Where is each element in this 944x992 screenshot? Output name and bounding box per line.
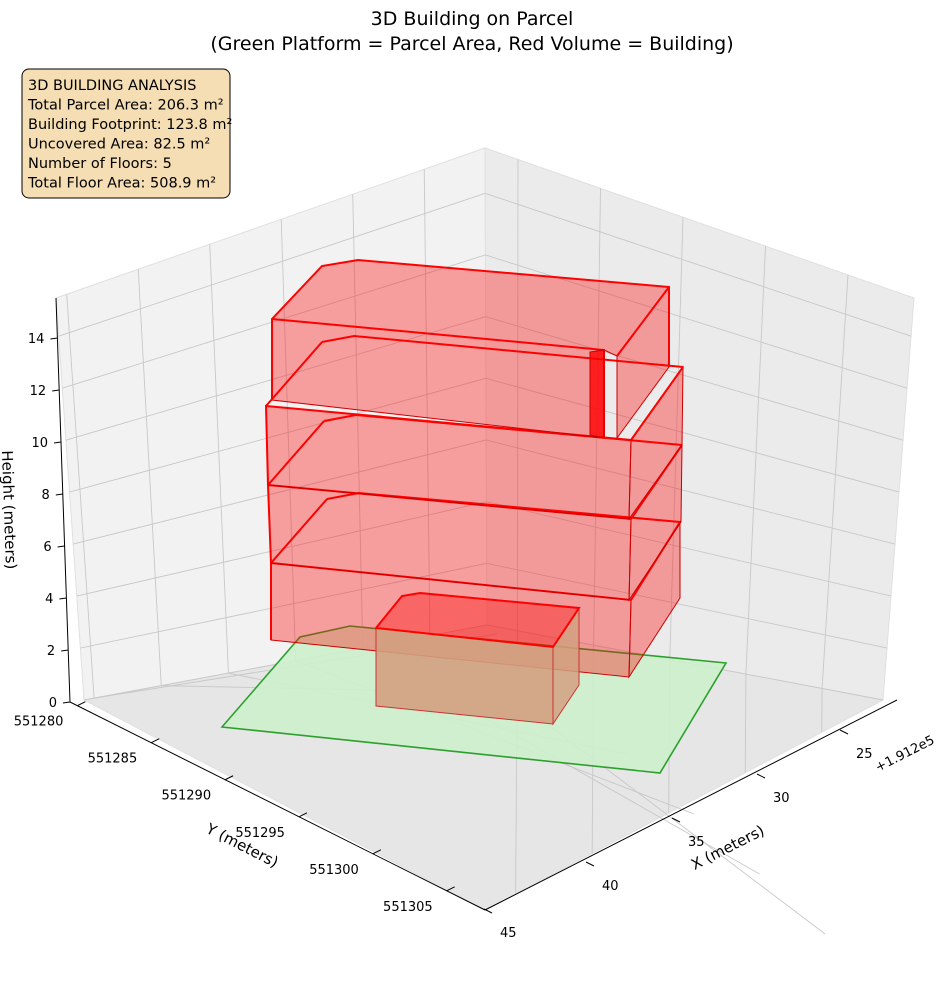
- y-tick-label: 551305: [383, 900, 433, 915]
- x-tick-mark: [671, 817, 681, 823]
- grid-line-x-wall: [669, 217, 684, 660]
- grid-line-z-left: [76, 501, 487, 597]
- info-box-background: [21, 68, 231, 199]
- x-tick-mark: [756, 773, 766, 779]
- x-tick-label: 45: [500, 926, 517, 941]
- info-heading: 3D BUILDING ANALYSIS: [28, 78, 196, 94]
- y-tick-mark: [224, 775, 234, 781]
- grid-line-z-right: [485, 316, 904, 441]
- y-tick-mark: [77, 701, 86, 707]
- info-parcel-area: Total Parcel Area: 206.3 m²: [27, 98, 224, 114]
- axis-ticks: 0 2 4 6 8 10 12 14 551280 551285 551290 551295 55130…: [14, 332, 873, 941]
- floor-top-edge: [265, 341, 323, 407]
- top-floor-pillar: [589, 349, 605, 439]
- grid-line-y-wall: [137, 269, 162, 686]
- grid-line-z-left: [58, 192, 486, 337]
- chart-title-line1: 3D Building on Parcel: [371, 8, 574, 30]
- grid-line-z-left: [62, 254, 486, 389]
- y-tick-label: 551280: [14, 715, 64, 730]
- info-box: 3D BUILDING ANALYSIS Total Parcel Area: …: [21, 68, 232, 199]
- y-tick-label: 551290: [161, 789, 211, 804]
- x-tick-label: 30: [773, 791, 790, 806]
- building-volume: [264, 258, 684, 726]
- grid-line-y-wall: [66, 294, 95, 699]
- y-tick-label: 551285: [88, 752, 138, 767]
- grid-line-x-wall: [745, 246, 766, 675]
- grid-line-x-wall: [517, 159, 519, 631]
- y-tick-label: 551300: [309, 863, 359, 878]
- floor-top-edge: [321, 334, 684, 368]
- z-tick-mark: [55, 493, 63, 496]
- z-tick-label: 10: [31, 436, 48, 451]
- z-tick-mark: [61, 649, 69, 652]
- z-axis-line: [55, 297, 71, 703]
- grid-line-z-right: [486, 562, 888, 649]
- top-floor-outline: [271, 258, 670, 400]
- grid-line-z-right: [485, 192, 912, 337]
- x-tick-mark: [585, 861, 595, 867]
- grid-line-x-wall: [821, 274, 849, 689]
- z-tick-label: 0: [49, 696, 57, 711]
- grid-line-z-left: [73, 439, 487, 545]
- grid-line-y-wall: [209, 244, 229, 674]
- x-tick-label: 40: [602, 879, 619, 894]
- z-tick-label: 14: [28, 332, 45, 347]
- top-floor-outline: [616, 286, 670, 357]
- z-tick-label: 8: [42, 488, 50, 503]
- grid-line-z-right: [485, 377, 900, 493]
- grid-line-z-left: [69, 377, 487, 493]
- x-offset-label: +1.912e5: [873, 733, 937, 776]
- info-footprint: Building Footprint: 123.8 m²: [28, 117, 232, 133]
- grid-line-x-floor: [744, 674, 747, 773]
- x-tick-label: 35: [688, 835, 705, 850]
- floor-outline: [264, 366, 684, 486]
- z-tick-mark: [50, 337, 58, 340]
- info-floors: Number of Floors: 5: [28, 156, 172, 172]
- floor-top-edge: [270, 498, 328, 564]
- x-tick-label: 25: [856, 747, 873, 762]
- z-axis-label: Height (meters): [0, 450, 20, 570]
- x-tick-mark: [839, 729, 849, 735]
- z-tick-label: 12: [30, 384, 47, 399]
- x-axis-line: [484, 699, 898, 911]
- ground-floor-outline: [375, 591, 581, 649]
- grid-line-z-right: [486, 439, 896, 545]
- z-tick-mark: [57, 545, 65, 548]
- z-tick-label: 4: [45, 592, 53, 607]
- grid-line-z-right: [486, 501, 892, 597]
- y-tick-mark: [372, 849, 382, 855]
- y-tick-mark: [298, 812, 308, 818]
- z-tick-label: 2: [47, 644, 55, 659]
- y-axis-line: [69, 701, 486, 911]
- z-tick-mark: [52, 389, 60, 392]
- info-uncovered: Uncovered Area: 82.5 m²: [28, 137, 210, 153]
- info-floor-area: Total Floor Area: 508.9 m²: [27, 176, 216, 192]
- z-tick-mark: [53, 441, 62, 444]
- y-tick-label: 551295: [235, 826, 285, 841]
- grid-line-y-wall: [280, 219, 297, 661]
- z-tick-mark: [62, 701, 71, 704]
- y-tick-mark: [446, 886, 455, 892]
- grid-line-y-wall: [423, 169, 431, 636]
- chart-title-line2: (Green Platform = Parcel Area, Red Volum…: [210, 33, 733, 55]
- floor-top-edge: [267, 420, 325, 486]
- x-tick-mark: [483, 908, 493, 914]
- z-tick-mark: [59, 597, 67, 600]
- y-tick-mark: [151, 738, 160, 744]
- z-tick-label: 6: [43, 540, 51, 555]
- grid-line-z-left: [65, 316, 486, 441]
